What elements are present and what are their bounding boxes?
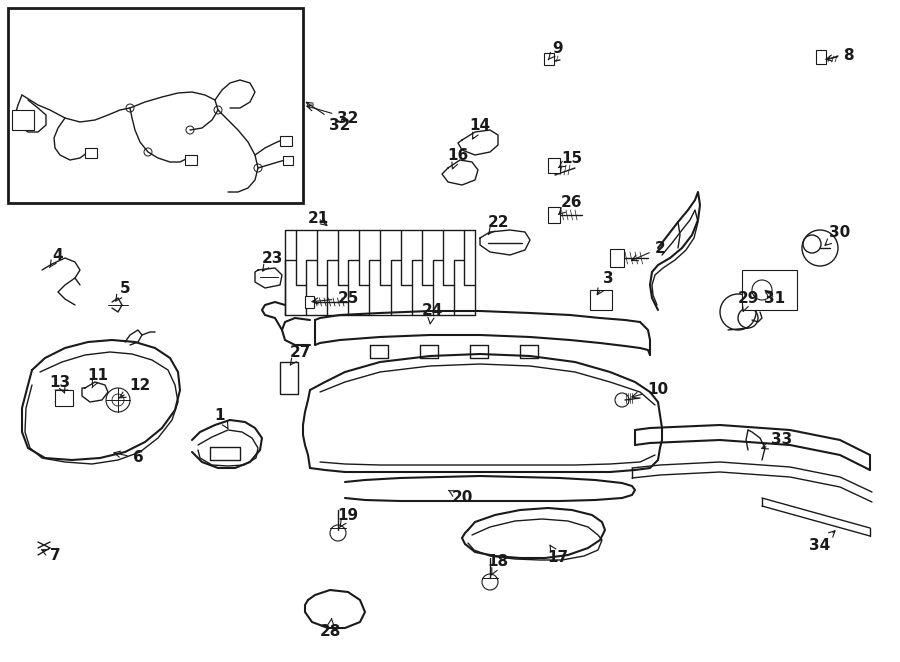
Text: 26: 26 (559, 195, 583, 214)
Text: 7: 7 (41, 549, 60, 563)
Bar (185, 155, 197, 165)
Text: 1: 1 (215, 408, 228, 428)
Text: 12: 12 (120, 377, 150, 398)
Text: 29: 29 (737, 291, 759, 311)
Text: 25: 25 (312, 291, 359, 305)
Bar (12, 110, 34, 130)
Text: 19: 19 (338, 508, 358, 528)
Text: 34: 34 (809, 531, 835, 553)
Bar (305, 296, 314, 308)
Text: 20: 20 (448, 491, 472, 506)
Text: 24: 24 (421, 303, 443, 324)
Text: 22: 22 (487, 214, 508, 234)
Bar (548, 207, 560, 223)
Text: 2: 2 (632, 240, 665, 261)
Text: 5: 5 (116, 281, 130, 301)
Text: 6: 6 (114, 451, 143, 465)
Text: 32: 32 (307, 105, 359, 126)
Text: 3: 3 (598, 271, 613, 295)
Text: 11: 11 (87, 367, 109, 388)
Text: 33: 33 (761, 432, 793, 449)
Bar (283, 156, 293, 165)
Bar (85, 148, 97, 158)
Bar (816, 50, 826, 64)
Text: 9: 9 (548, 40, 563, 60)
Bar (548, 158, 560, 173)
Text: 27: 27 (289, 344, 310, 365)
Text: 18: 18 (488, 555, 508, 575)
Bar (590, 290, 612, 310)
Bar (8, 8, 303, 203)
Text: 14: 14 (470, 117, 490, 139)
Text: 31: 31 (764, 291, 786, 305)
Text: 23: 23 (261, 250, 283, 271)
Text: 30: 30 (825, 224, 850, 246)
Bar (742, 270, 797, 310)
Text: 21: 21 (308, 211, 328, 226)
Text: 8: 8 (826, 48, 853, 62)
Text: 13: 13 (50, 375, 70, 393)
Bar (280, 362, 298, 394)
Bar (610, 249, 624, 267)
Text: 15: 15 (559, 150, 582, 167)
Text: 4: 4 (50, 248, 63, 267)
Text: 17: 17 (547, 545, 569, 565)
Bar (55, 390, 73, 406)
Text: 32: 32 (306, 102, 351, 132)
Text: 28: 28 (320, 619, 341, 639)
Bar (280, 136, 292, 146)
Text: 16: 16 (447, 148, 469, 169)
Bar (544, 53, 554, 65)
Text: 10: 10 (632, 383, 669, 399)
